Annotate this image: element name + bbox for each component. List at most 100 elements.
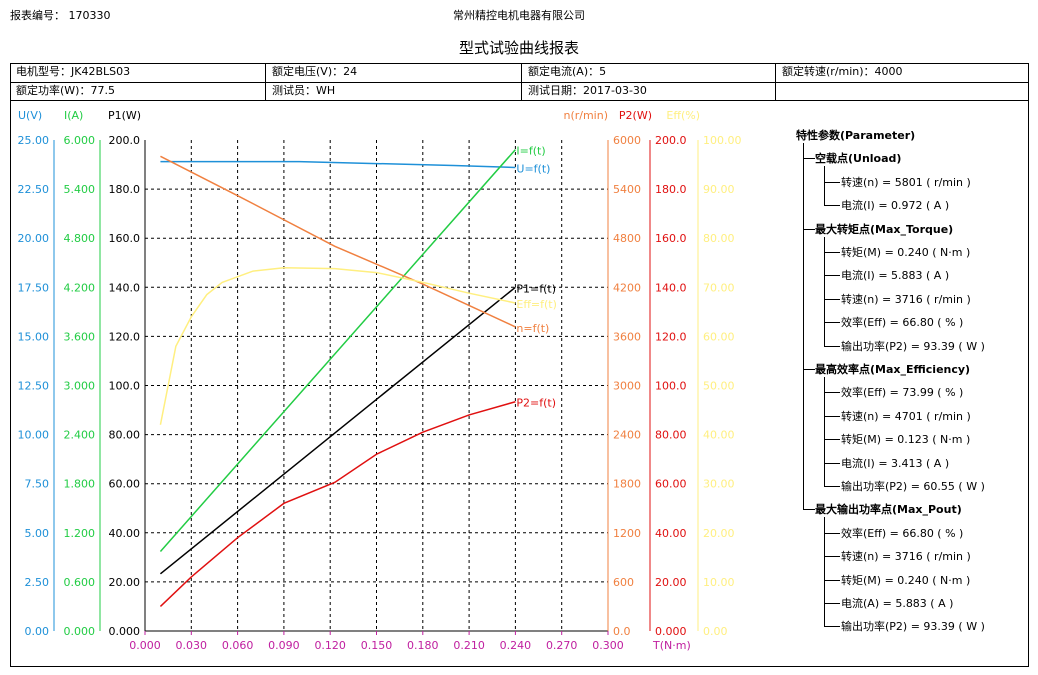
y-tick-label: 0.00 <box>25 625 50 638</box>
tree-connector <box>824 626 840 628</box>
y-tick-label: 0.0 <box>613 625 631 638</box>
y-tick-label: 5.00 <box>25 527 50 540</box>
y-tick-label: 180.0 <box>655 183 687 196</box>
tree-connector <box>824 439 840 441</box>
series-line <box>160 155 516 328</box>
param-item: 转矩(M) = 0.123 ( N·m ) <box>841 433 971 447</box>
y-tick-label: 20.00 <box>18 232 50 245</box>
y-tick-label: 6000 <box>613 134 641 147</box>
y-axis-title: P1(W) <box>108 109 141 122</box>
y-tick-label: 200.0 <box>109 134 141 147</box>
y-tick-label: 160.0 <box>655 232 687 245</box>
info-divider <box>265 63 266 101</box>
tree-connector <box>824 345 840 347</box>
param-item: 电流(A) = 5.883 ( A ) <box>841 597 954 610</box>
tree-connector <box>803 228 815 230</box>
y-tick-label: 100.0 <box>109 380 141 393</box>
y-tick-label: 4.800 <box>64 232 96 245</box>
y-tick-label: 60.00 <box>655 478 687 491</box>
y-tick-label: 6.000 <box>64 134 96 147</box>
series-line <box>159 401 516 607</box>
x-tick-label: 0.120 <box>314 639 346 652</box>
y-tick-label: 140.0 <box>109 281 141 294</box>
param-heading: 特性参数(Parameter) <box>796 129 916 142</box>
y-tick-label: 120.0 <box>655 330 687 343</box>
series-line <box>159 149 516 552</box>
series-label: n=f(t) <box>516 322 549 335</box>
tree-connector <box>803 143 804 510</box>
y-tick-label: 12.50 <box>18 380 50 393</box>
tree-connector <box>824 166 825 206</box>
tree-connector <box>824 517 825 627</box>
param-item: 输出功率(P2) = 93.39 ( W ) <box>841 620 985 634</box>
series-label: P2=f(t) <box>516 397 556 410</box>
tree-connector <box>824 275 840 277</box>
y-tick-label: 40.00 <box>703 429 735 442</box>
y-tick-label: 4200 <box>613 281 641 294</box>
x-tick-label: 0.240 <box>500 639 532 652</box>
param-item: 转速(n) = 3716 ( r/min ) <box>841 550 971 564</box>
rated-speed: 额定转速(r/min)：4000 <box>782 65 903 78</box>
company-name: 常州精控电机电器有限公司 <box>453 9 585 22</box>
y-tick-label: 5.400 <box>64 183 96 196</box>
y-axis-title: I(A) <box>64 109 83 122</box>
tree-connector <box>824 486 840 487</box>
tree-connector <box>824 322 840 324</box>
x-tick-label: 0.000 <box>129 639 161 652</box>
y-tick-label: 5400 <box>613 183 641 196</box>
y-tick-label: 40.00 <box>655 527 687 540</box>
series-label: P1=f(t) <box>516 282 556 295</box>
y-axis-title: Eff(%) <box>666 109 700 122</box>
rated-power: 额定功率(W)：77.5 <box>16 84 115 97</box>
param-group-title: 最高效率点(Max_Efficiency) <box>815 363 971 376</box>
series-line <box>160 160 516 169</box>
x-tick-label: 0.180 <box>407 639 439 652</box>
param-item: 电流(I) = 3.413 ( A ) <box>841 456 950 470</box>
y-tick-label: 3.000 <box>64 380 96 393</box>
y-tick-label: 600 <box>613 576 634 589</box>
x-axis-title: T(N·m) <box>652 639 691 652</box>
y-tick-label: 3000 <box>613 380 641 393</box>
x-tick-label: 0.300 <box>592 639 624 652</box>
tree-connector <box>803 509 815 511</box>
y-tick-label: 80.00 <box>655 429 687 442</box>
y-axis-title: n(r/min) <box>563 109 608 122</box>
report-number-label: 报表编号： <box>10 9 65 22</box>
series-line <box>159 266 516 425</box>
y-tick-label: 1800 <box>613 478 641 491</box>
y-tick-label: 20.00 <box>703 527 735 540</box>
tree-connector <box>824 181 840 183</box>
y-tick-label: 160.0 <box>109 232 141 245</box>
y-tick-label: 80.00 <box>703 232 735 245</box>
tester: 测试员：WH <box>272 84 336 97</box>
y-tick-label: 200.0 <box>655 134 687 147</box>
tree-connector <box>824 377 825 486</box>
y-tick-label: 140.0 <box>655 281 687 294</box>
y-tick-label: 4.200 <box>64 281 96 294</box>
series-line <box>159 286 516 575</box>
y-tick-label: 40.00 <box>109 527 141 540</box>
report-number: 报表编号： 170330 <box>10 7 111 23</box>
tree-connector <box>824 532 840 534</box>
y-tick-label: 0.000 <box>109 625 141 638</box>
y-tick-label: 1200 <box>613 527 641 540</box>
param-group-title: 最大输出功率点(Max_Pout) <box>815 503 962 517</box>
param-group-title: 空载点(Unload) <box>815 152 902 166</box>
tree-connector <box>824 415 840 417</box>
y-tick-label: 3.600 <box>64 330 96 343</box>
param-item: 效率(Eff) = 73.99 ( % ) <box>841 386 964 400</box>
y-tick-label: 0.000 <box>64 625 96 638</box>
report-number-value: 170330 <box>68 9 111 22</box>
y-tick-label: 100.0 <box>655 380 687 393</box>
y-tick-label: 3600 <box>613 330 641 343</box>
report-title: 型式试验曲线报表 <box>458 39 579 57</box>
y-tick-label: 15.00 <box>18 330 50 343</box>
param-item: 转速(n) = 3716 ( r/min ) <box>841 292 971 306</box>
y-tick-label: 2.400 <box>64 429 96 442</box>
y-tick-label: 0.000 <box>655 625 687 638</box>
y-tick-label: 180.0 <box>109 183 141 196</box>
series-label: I=f(t) <box>516 145 545 158</box>
tree-connector <box>803 369 815 370</box>
y-tick-label: 25.00 <box>18 134 50 147</box>
